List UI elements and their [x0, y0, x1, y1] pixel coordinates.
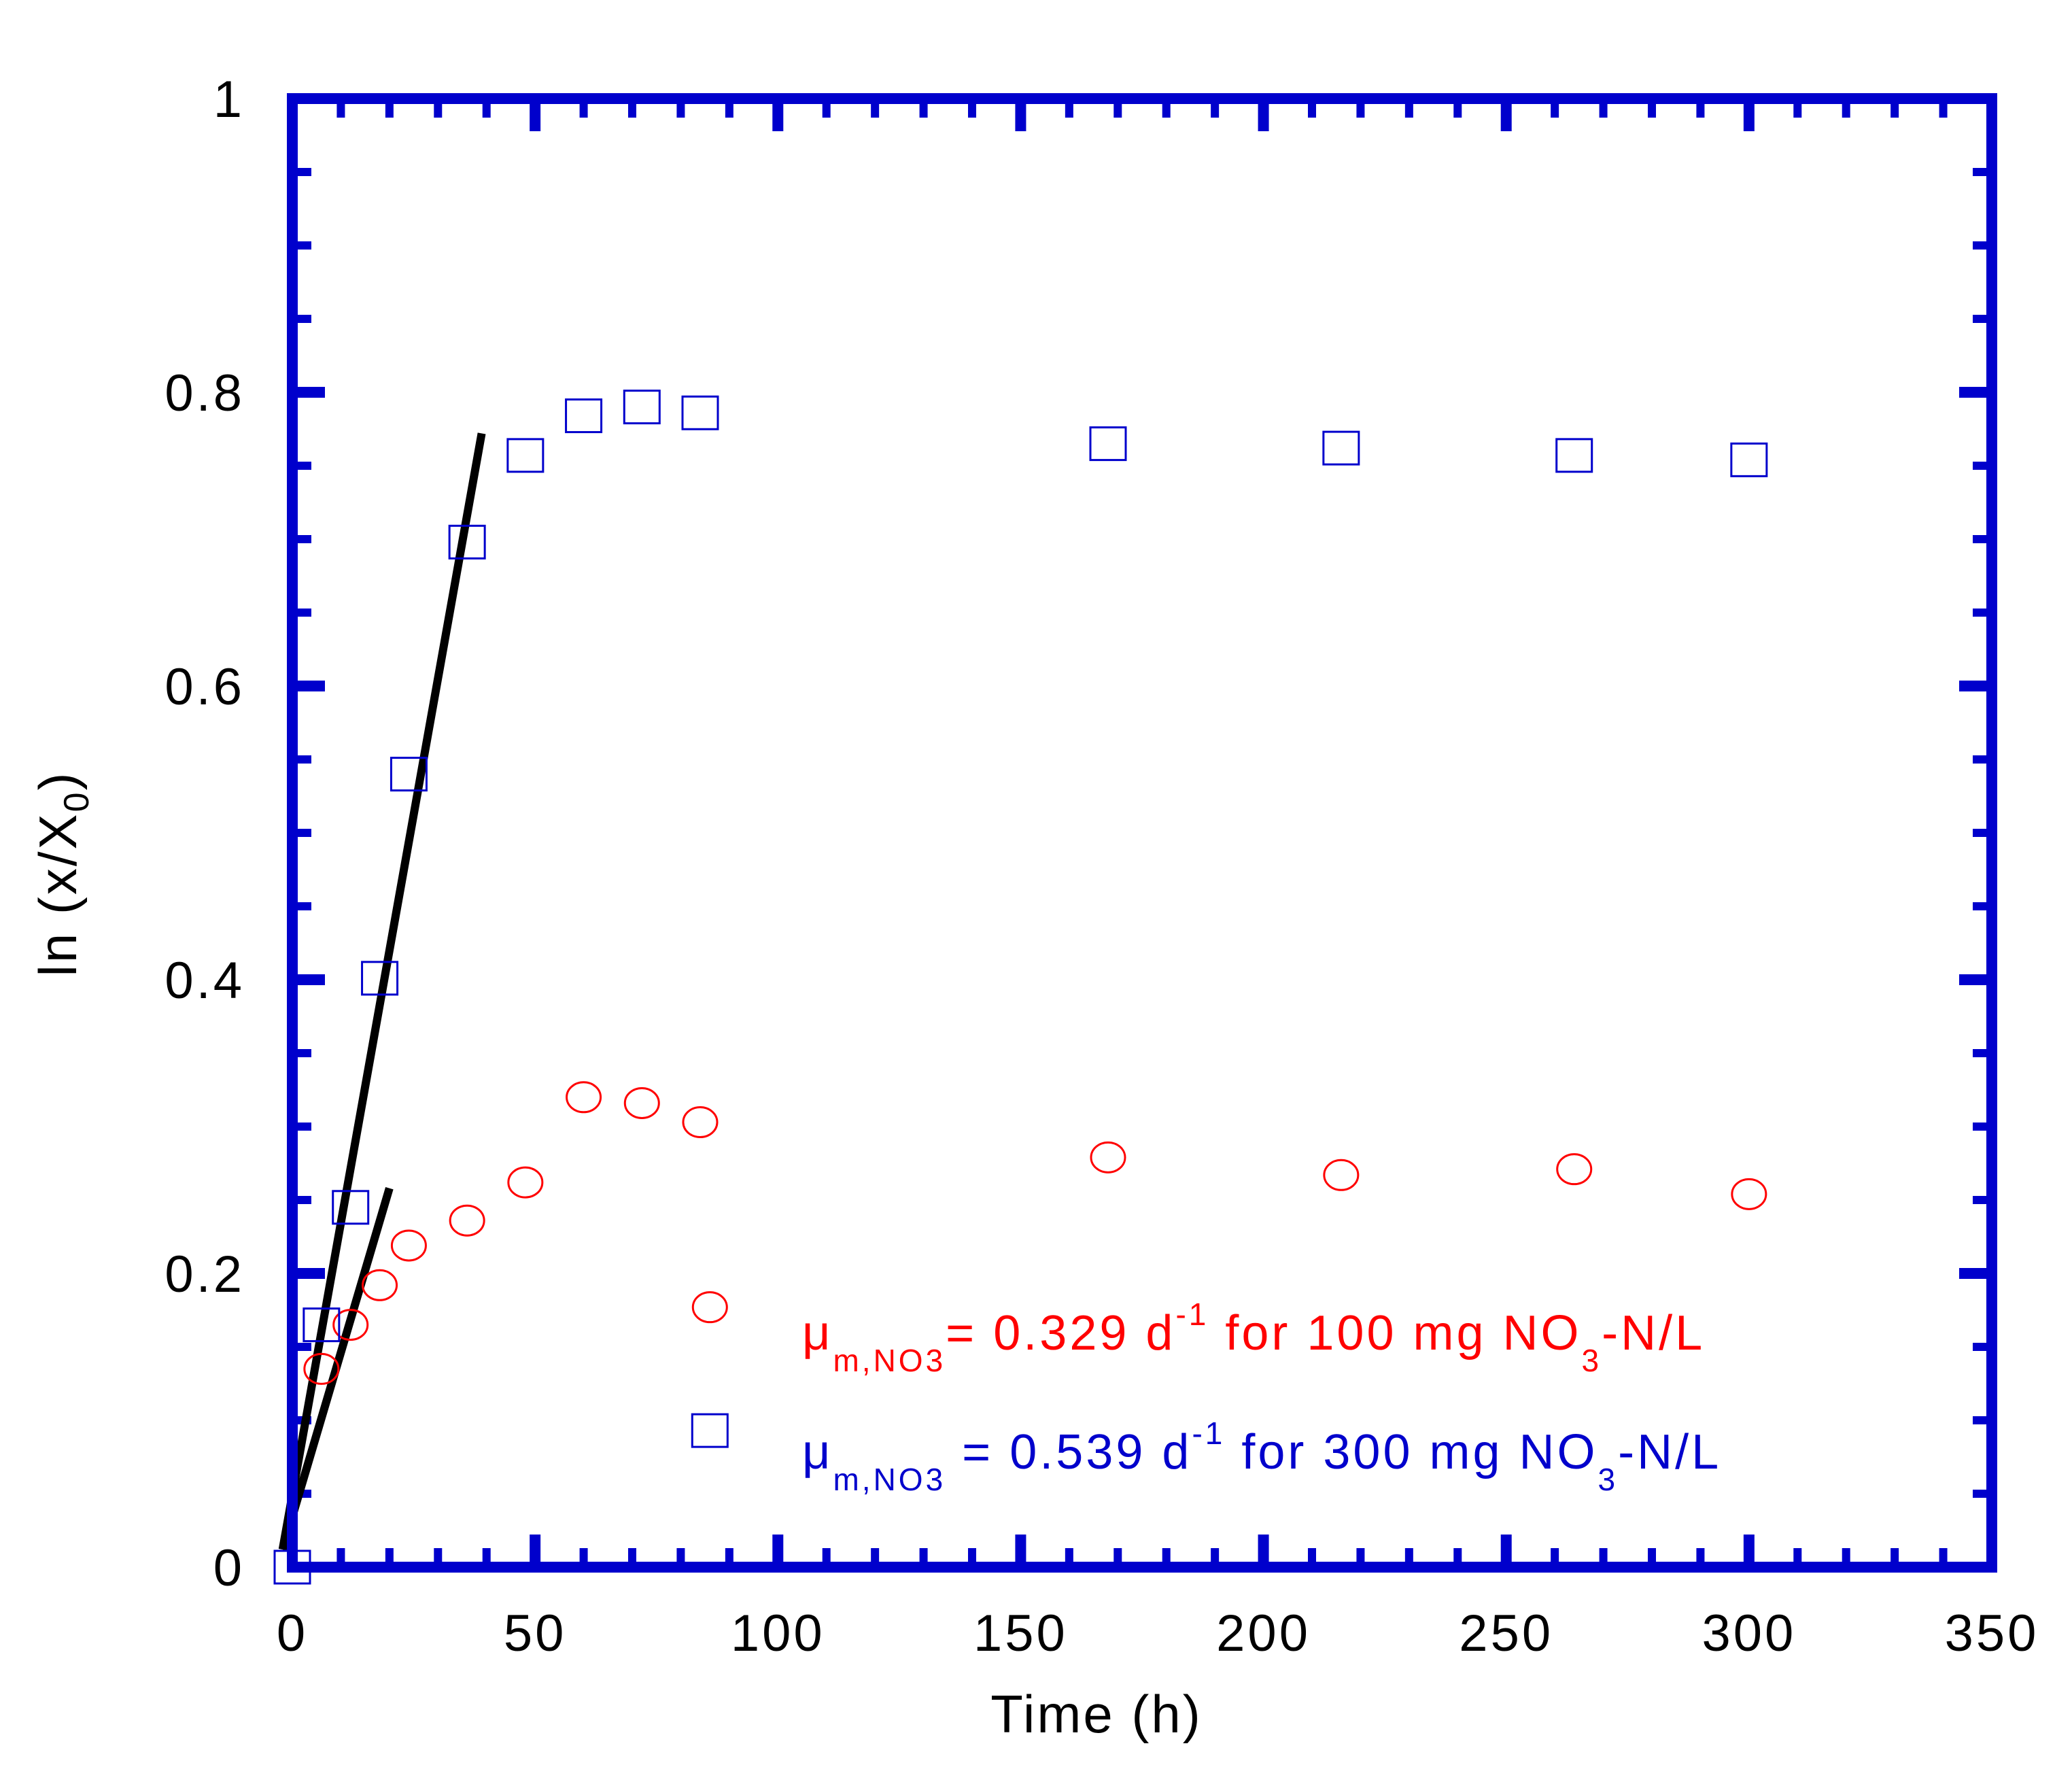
point-square	[390, 757, 428, 792]
annotation-100-eq: = 0.329 d	[946, 1306, 1175, 1360]
point-square	[303, 1307, 341, 1343]
fit-lines	[278, 432, 486, 1551]
point-square	[448, 524, 486, 560]
point-circle	[691, 1291, 728, 1324]
x-tick-labels: 0 50 100 150 200 250 300 350	[277, 1605, 2039, 1662]
point-square	[623, 390, 661, 425]
point-square	[506, 438, 545, 473]
point-circle	[1323, 1159, 1360, 1191]
fit-100-line	[278, 1187, 394, 1551]
point-square	[681, 395, 719, 430]
point-circle	[1090, 1141, 1126, 1173]
point-square	[1730, 442, 1768, 477]
annotation-300-mu-sub: m,NO3	[833, 1462, 946, 1497]
y-tick-label: 0	[213, 1539, 245, 1597]
y-tick-label: 0.2	[165, 1246, 245, 1303]
x-tick-label: 50	[504, 1605, 567, 1662]
point-circle	[682, 1106, 719, 1139]
annotation-100-sup: -1	[1175, 1297, 1209, 1332]
y-axis-title-sub: 0	[57, 791, 97, 812]
point-square	[361, 961, 399, 996]
annotation-100: μm,NO3= 0.329 d-1 for 100 mg NO3-N/L	[802, 1297, 1705, 1378]
annotation-100-tail: -N/L	[1602, 1306, 1705, 1360]
x-tick-label: 250	[1459, 1605, 1553, 1662]
point-circle	[332, 1309, 369, 1341]
x-tick-label: 200	[1216, 1605, 1311, 1662]
annotation-300-mu: μ	[802, 1425, 833, 1479]
y-tick-label: 0.6	[165, 658, 245, 716]
annotation-100-mid: for 100 mg NO	[1209, 1306, 1581, 1360]
annotation-100-mu: μ	[802, 1306, 833, 1360]
annotation-300-mid: for 300 mg NO	[1225, 1425, 1598, 1479]
point-circle	[566, 1081, 602, 1114]
y-axis-title-main: ln (x/X	[28, 812, 88, 976]
annotation-300: μm,NO3 = 0.539 d-1 for 300 mg NO3-N/L	[802, 1416, 1721, 1497]
point-circle	[507, 1166, 544, 1199]
point-circle	[1731, 1178, 1767, 1210]
point-square	[1555, 438, 1593, 473]
annotation-100-no-sub: 3	[1582, 1343, 1602, 1378]
x-axis-title: Time (h)	[990, 1684, 1202, 1744]
y-tick-label: 1	[213, 71, 245, 128]
x-tick-label: 150	[973, 1605, 1068, 1662]
point-square	[1322, 430, 1360, 466]
fit-300-line	[278, 432, 486, 1551]
annotation-300-eq: = 0.539 d	[946, 1425, 1192, 1479]
point-circle	[303, 1352, 340, 1385]
point-square	[332, 1190, 370, 1225]
point-square	[691, 1413, 729, 1448]
point-square	[565, 398, 603, 434]
point-square	[1089, 426, 1127, 462]
y-tick-label: 0.4	[165, 952, 245, 1010]
y-axis-title: ln (x/X0)	[28, 771, 97, 977]
y-axis-title-close: )	[28, 771, 88, 791]
annotation-300-sup: -1	[1192, 1416, 1225, 1451]
y-tick-label: 0.8	[165, 364, 245, 422]
annotation-300-tail: -N/L	[1618, 1425, 1721, 1479]
x-tick-label: 100	[731, 1605, 825, 1662]
x-tick-label: 0	[277, 1605, 308, 1662]
annotation-300-no-sub: 3	[1598, 1462, 1619, 1497]
point-circle	[362, 1269, 398, 1301]
y-tick-labels: 0 0.2 0.4 0.6 0.8 1	[165, 71, 245, 1597]
plot-frame	[287, 93, 1997, 1573]
point-circle	[449, 1204, 485, 1237]
point-circle	[390, 1229, 427, 1262]
point-circle	[623, 1086, 660, 1119]
point-circle	[1556, 1153, 1593, 1186]
x-tick-label: 350	[1945, 1605, 2039, 1662]
annotation-100-mu-sub: m,NO3	[833, 1343, 946, 1378]
x-tick-label: 300	[1702, 1605, 1796, 1662]
